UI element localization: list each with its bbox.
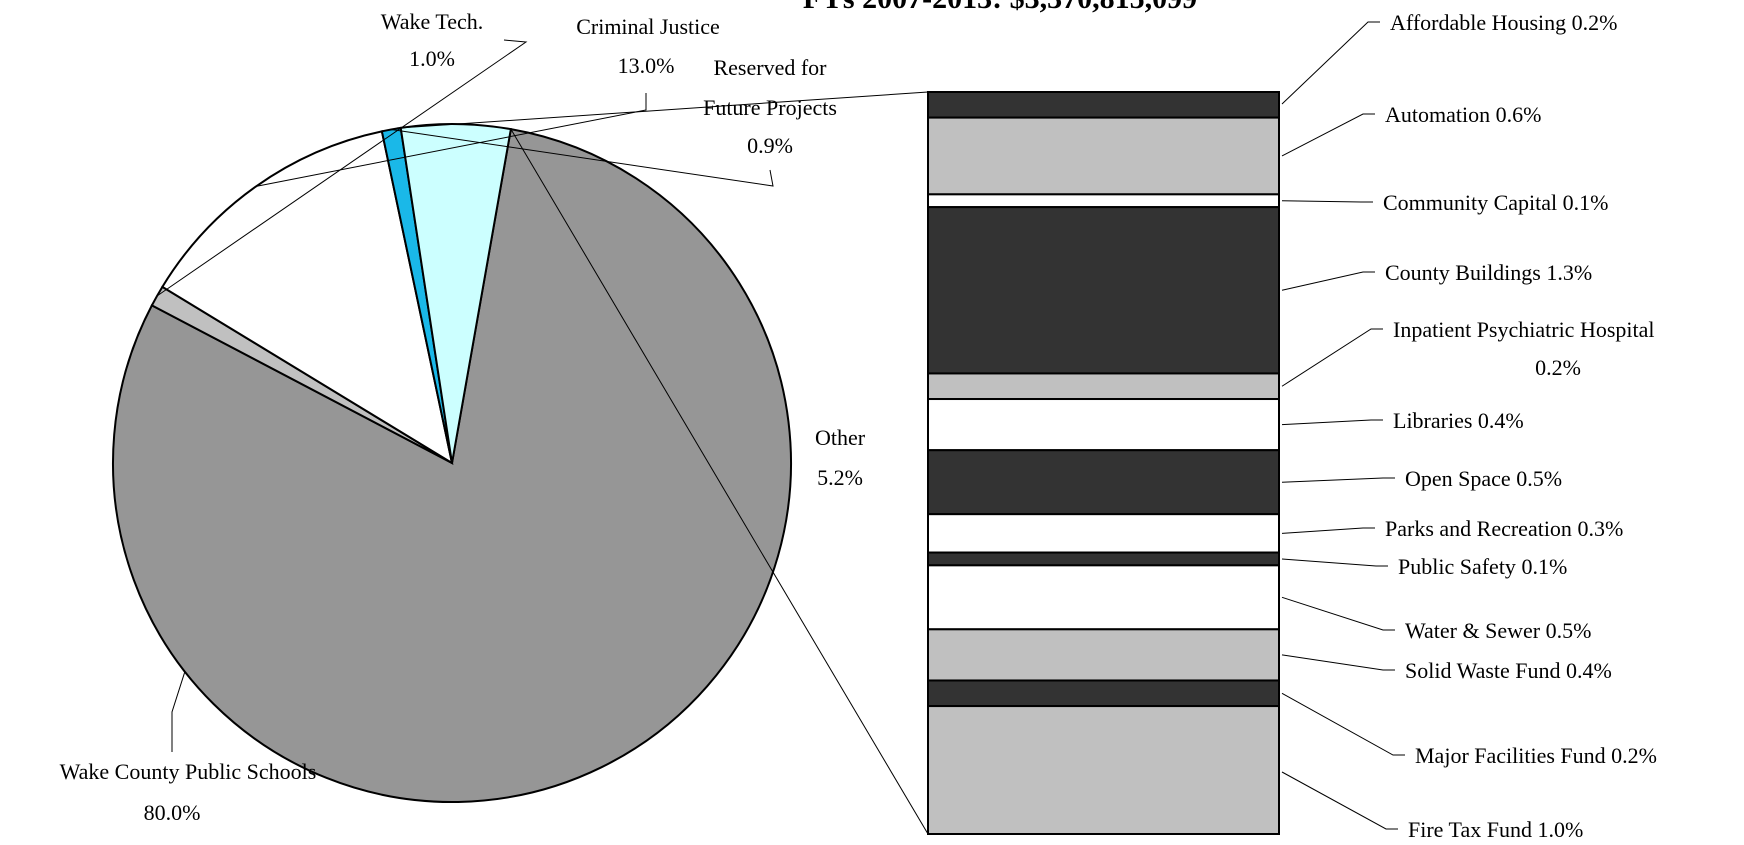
label-name-water-and-sewer: Water & Sewer xyxy=(1405,618,1546,643)
bar-segment-solid-waste-fund xyxy=(927,628,1280,682)
label-county-buildings: County Buildings 1.3% xyxy=(1385,260,1592,285)
label-name-libraries: Libraries xyxy=(1393,408,1478,433)
label-other: Other xyxy=(815,425,866,450)
value-solid-waste-fund: 0.4% xyxy=(1566,658,1612,683)
bar-segment-public-safety xyxy=(927,551,1280,567)
label-wake-tech: Wake Tech. xyxy=(381,9,484,34)
pie-slice-wake-county-public-schools xyxy=(112,127,792,803)
value-affordable-housing: 0.2% xyxy=(1572,10,1618,35)
connector-bottom xyxy=(510,128,929,835)
label-public-safety: Public Safety 0.1% xyxy=(1398,554,1567,579)
bar-segment-county-buildings xyxy=(927,206,1280,375)
value-parks-and-recreation: 0.3% xyxy=(1577,516,1623,541)
value-libraries: 0.4% xyxy=(1478,408,1524,433)
label-water-and-sewer: Water & Sewer 0.5% xyxy=(1405,618,1591,643)
chart-title: FYs 2007-2013: $3,370,815,099 xyxy=(803,0,1197,15)
label-name-major-facilities-fund: Major Facilities Fund xyxy=(1415,743,1611,768)
label-reserved-for-future-projects-line1: Reserved for xyxy=(713,55,827,80)
label-wake-county-public-schools: Wake County Public Schools xyxy=(60,759,317,784)
label-name-fire-tax-fund: Fire Tax Fund xyxy=(1408,817,1537,842)
label-solid-waste-fund: Solid Waste Fund 0.4% xyxy=(1405,658,1612,683)
leader-public-safety xyxy=(1281,558,1388,567)
breakdown-bar xyxy=(927,91,1280,836)
bar-segment-community-capital xyxy=(927,193,1280,209)
leader-fire-tax-fund xyxy=(1281,771,1398,830)
leader-major-facilities-fund xyxy=(1281,692,1405,756)
leader-inpatient-psychiatric-hospital xyxy=(1281,328,1383,387)
leader-open-space xyxy=(1281,477,1395,483)
bar-segment-water-and-sewer xyxy=(927,564,1280,631)
leader-parks-and-recreation xyxy=(1281,527,1375,534)
label-fire-tax-fund: Fire Tax Fund 1.0% xyxy=(1408,817,1583,842)
leader-criminal-justice xyxy=(255,93,647,187)
label-name-open-space: Open Space xyxy=(1405,466,1516,491)
leader-affordable-housing xyxy=(1281,21,1380,105)
bar-segment-open-space xyxy=(927,449,1280,516)
bar-segment-parks-and-recreation xyxy=(927,513,1280,554)
bar-segment-fire-tax-fund xyxy=(927,705,1280,836)
leader-community-capital xyxy=(1281,200,1373,203)
bar-segment-inpatient-psychiatric-hospital xyxy=(927,372,1280,401)
leader-wake-tech xyxy=(156,39,528,297)
value-wake-county-public-schools: 80.0% xyxy=(144,800,201,825)
label-reserved-for-future-projects-line2: Future Projects xyxy=(703,95,837,120)
value-major-facilities-fund: 0.2% xyxy=(1611,743,1657,768)
label-affordable-housing: Affordable Housing 0.2% xyxy=(1390,10,1618,35)
leader-automation xyxy=(1281,113,1375,157)
value-criminal-justice: 13.0% xyxy=(618,53,675,78)
label-name-public-safety: Public Safety xyxy=(1398,554,1521,579)
value-water-and-sewer: 0.5% xyxy=(1546,618,1592,643)
leader-water-and-sewer xyxy=(1281,596,1395,631)
leader-libraries xyxy=(1281,419,1383,426)
bar-segment-major-facilities-fund xyxy=(927,679,1280,708)
bar-segment-libraries xyxy=(927,398,1280,452)
label-name-affordable-housing: Affordable Housing xyxy=(1390,10,1572,35)
label-community-capital: Community Capital 0.1% xyxy=(1383,190,1609,215)
value-wake-tech: 1.0% xyxy=(409,46,455,71)
value-county-buildings: 1.3% xyxy=(1546,260,1592,285)
bar-segment-affordable-housing xyxy=(927,91,1280,119)
label-automation: Automation 0.6% xyxy=(1385,102,1541,127)
pie-to-bar-connectors xyxy=(400,91,929,835)
label-name-solid-waste-fund: Solid Waste Fund xyxy=(1405,658,1566,683)
value-reserved-for-future-projects: 0.9% xyxy=(747,133,793,158)
label-major-facilities-fund: Major Facilities Fund 0.2% xyxy=(1415,743,1657,768)
labels: Wake County Public Schools 80.0% Wake Tech… xyxy=(60,9,1657,842)
value-fire-tax-fund: 1.0% xyxy=(1537,817,1583,842)
label-parks-and-recreation: Parks and Recreation 0.3% xyxy=(1385,516,1623,541)
label-name-county-buildings: County Buildings xyxy=(1385,260,1546,285)
label-criminal-justice: Criminal Justice xyxy=(576,14,720,39)
label-open-space: Open Space 0.5% xyxy=(1405,466,1562,491)
value-automation: 0.6% xyxy=(1496,102,1542,127)
leader-solid-waste-fund xyxy=(1281,654,1395,671)
leader-wake-county-public-schools xyxy=(171,671,186,752)
leader-reserved-for-future-projects xyxy=(391,128,774,187)
label-name-parks-and-recreation: Parks and Recreation xyxy=(1385,516,1577,541)
value-inpatient-psychiatric-hospital: 0.2% xyxy=(1535,355,1581,380)
leader-county-buildings xyxy=(1281,271,1375,291)
label-name-automation: Automation xyxy=(1385,102,1496,127)
value-other: 5.2% xyxy=(817,465,863,490)
value-public-safety: 0.1% xyxy=(1521,554,1567,579)
value-open-space: 0.5% xyxy=(1516,466,1562,491)
value-community-capital: 0.1% xyxy=(1563,190,1609,215)
label-libraries: Libraries 0.4% xyxy=(1393,408,1524,433)
pie xyxy=(112,123,792,803)
label-name-community-capital: Community Capital xyxy=(1383,190,1563,215)
bar-segment-automation xyxy=(927,116,1280,196)
label-inpatient-psychiatric-hospital: Inpatient Psychiatric Hospital xyxy=(1393,317,1655,342)
connector-top xyxy=(400,91,929,129)
